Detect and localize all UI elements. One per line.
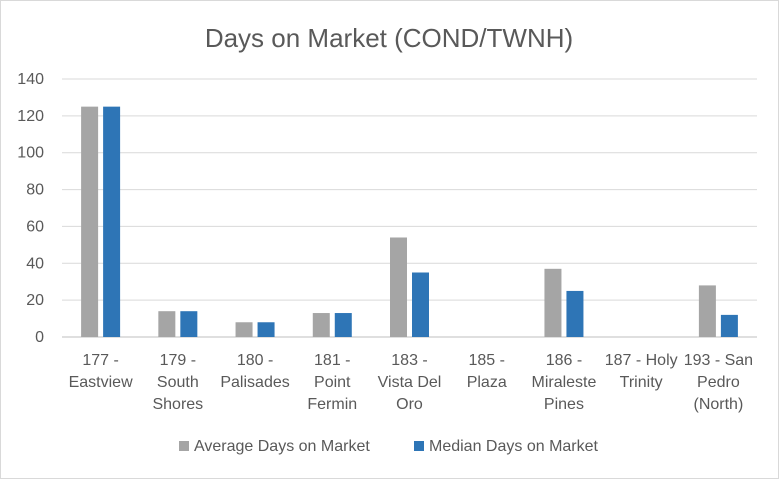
bar-median [720,314,738,337]
y-tick-label: 120 [17,108,44,125]
bar-average [235,322,253,337]
bar-median [566,290,584,337]
y-tick-label: 60 [26,218,44,235]
legend-label: Average Days on Market [194,438,370,455]
gridlines [62,78,757,338]
x-category-label: 181 -Point Fermin [307,352,357,413]
y-tick-label: 140 [17,71,44,88]
bar-median [180,311,198,337]
legend-label: Median Days on Market [429,438,599,455]
bar-median [257,322,275,337]
bars [81,106,738,338]
bar-median [412,272,429,337]
bar-average [312,313,330,337]
legend-swatch [179,441,189,451]
chart-title: Days on Market (COND/TWNH) [205,23,573,53]
bar-average [544,268,562,337]
y-tick-label: 40 [26,255,44,272]
legend-swatch [414,441,424,451]
y-tick-label: 100 [17,145,44,162]
y-tick-label: 80 [26,182,44,199]
y-tick-label: 0 [35,329,44,346]
x-category-label: 186 -Miraleste Pines [531,352,596,413]
x-axis: 177 -Eastview 179 -South Shores 180 -Palisa… [69,352,753,413]
bar-median [103,106,121,338]
y-axis: 0 20 40 60 80 100 120 140 [17,71,44,346]
bar-average [698,285,716,337]
legend: Average Days on Market Median Days on Mar… [179,438,599,455]
x-category-label: 180 -Palisades [220,352,289,391]
x-category-label: 185 -Plaza [467,352,507,391]
y-tick-label: 20 [26,292,44,309]
bar-average [158,311,176,337]
x-category-label: 193 - San Pedro (North) [684,352,753,413]
x-category-label: 177 -Eastview [69,352,133,391]
x-category-label: 183 -Vista Del Oro [378,352,442,413]
x-category-label: 187 - Holy Trinity [605,352,678,391]
bar-average [81,106,99,338]
x-category-label: 179 -South Shores [152,352,203,413]
bar-average [390,237,407,337]
bar-median [334,313,352,337]
